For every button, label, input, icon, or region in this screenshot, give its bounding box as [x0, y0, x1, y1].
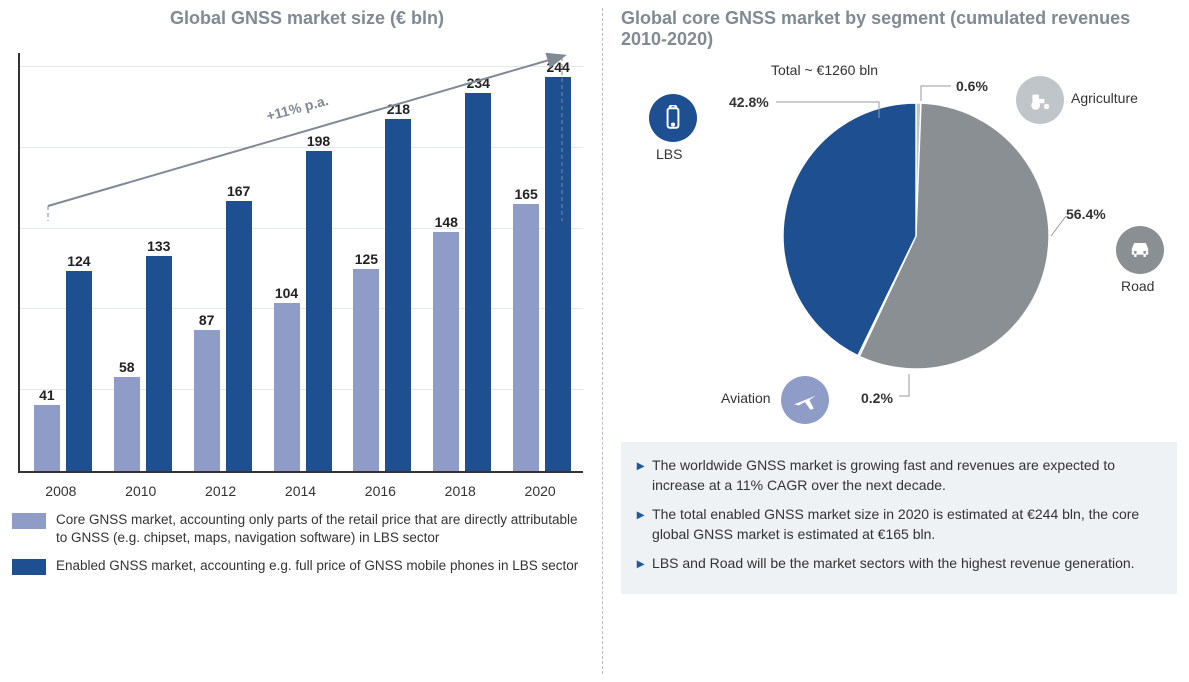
- x-axis-label: 2018: [423, 483, 497, 499]
- enabled-bar: [66, 271, 92, 471]
- enabled-bar: [306, 151, 332, 471]
- legend-core-text: Core GNSS market, accounting only parts …: [56, 511, 582, 547]
- core-bar-label: 165: [506, 186, 546, 202]
- legend-enabled-text: Enabled GNSS market, accounting e.g. ful…: [56, 557, 578, 575]
- x-axis-label: 2012: [184, 483, 258, 499]
- core-bar-label: 125: [346, 251, 386, 267]
- bullet-3-text: LBS and Road will be the market sectors …: [652, 554, 1135, 574]
- core-bar: [114, 377, 140, 471]
- bullet-2-text: The total enabled GNSS market size in 20…: [652, 505, 1161, 544]
- right-panel: Global core GNSS market by segment (cumu…: [602, 8, 1177, 674]
- core-bar: [34, 405, 60, 471]
- grid-line: [20, 228, 583, 229]
- pie-chart: Total ~ €1260 bln 42.8% LBS 0.6% Agricul…: [621, 56, 1177, 436]
- x-axis-label: 2008: [24, 483, 98, 499]
- core-bar-label: 148: [426, 214, 466, 230]
- x-axis-label: 2014: [264, 483, 338, 499]
- core-bar-label: 41: [27, 387, 67, 403]
- enabled-bar: [385, 119, 411, 471]
- enabled-bar-label: 124: [59, 253, 99, 269]
- legend-core: Core GNSS market, accounting only parts …: [12, 511, 582, 547]
- bar-chart: 411245813387167104198125218148234165244 …: [18, 33, 583, 503]
- grid-line: [20, 66, 583, 67]
- pie-chart-title: Global core GNSS market by segment (cumu…: [621, 8, 1177, 50]
- avia-leader: [621, 56, 1177, 436]
- legend-swatch-core: [12, 513, 46, 529]
- x-axis-label: 2016: [343, 483, 417, 499]
- core-bar: [274, 303, 300, 471]
- bullet-2: ▸ The total enabled GNSS market size in …: [637, 505, 1161, 544]
- legend-enabled: Enabled GNSS market, accounting e.g. ful…: [12, 557, 582, 575]
- core-bar: [433, 232, 459, 471]
- x-axis-label: 2020: [503, 483, 577, 499]
- core-bar: [513, 204, 539, 471]
- caret-icon: ▸: [637, 456, 644, 495]
- core-bar-label: 104: [267, 285, 307, 301]
- enabled-bar-label: 218: [378, 101, 418, 117]
- enabled-bar: [545, 77, 571, 471]
- bullet-1: ▸ The worldwide GNSS market is growing f…: [637, 456, 1161, 495]
- left-panel: Global GNSS market size (€ bln) 41 124 58 1…: [12, 8, 602, 674]
- enabled-bar-label: 167: [219, 183, 259, 199]
- bullet-1-text: The worldwide GNSS market is growing fas…: [652, 456, 1161, 495]
- plot-area: 41 124 58 133 87 167 104 198 125 218 148 234 165 244: [18, 53, 583, 473]
- enabled-bar: [465, 93, 491, 471]
- enabled-bar-label: 234: [458, 75, 498, 91]
- enabled-bar-label: 244: [538, 59, 578, 75]
- enabled-bar: [146, 256, 172, 471]
- enabled-bar-label: 133: [139, 238, 179, 254]
- grid-line: [20, 389, 583, 390]
- core-bar-label: 87: [187, 312, 227, 328]
- core-bar: [353, 269, 379, 471]
- legend-swatch-enabled: [12, 559, 46, 575]
- bar-chart-title: Global GNSS market size (€ bln): [12, 8, 602, 29]
- summary-box: ▸ The worldwide GNSS market is growing f…: [621, 442, 1177, 594]
- core-bar-label: 58: [107, 359, 147, 375]
- x-axis-label: 2010: [104, 483, 178, 499]
- bullet-3: ▸ LBS and Road will be the market sector…: [637, 554, 1161, 574]
- enabled-bar: [226, 201, 252, 471]
- bar-legend: Core GNSS market, accounting only parts …: [12, 511, 602, 586]
- caret-icon: ▸: [637, 554, 644, 574]
- grid-line: [20, 308, 583, 309]
- enabled-bar-label: 198: [299, 133, 339, 149]
- core-bar: [194, 330, 220, 471]
- caret-icon: ▸: [637, 505, 644, 544]
